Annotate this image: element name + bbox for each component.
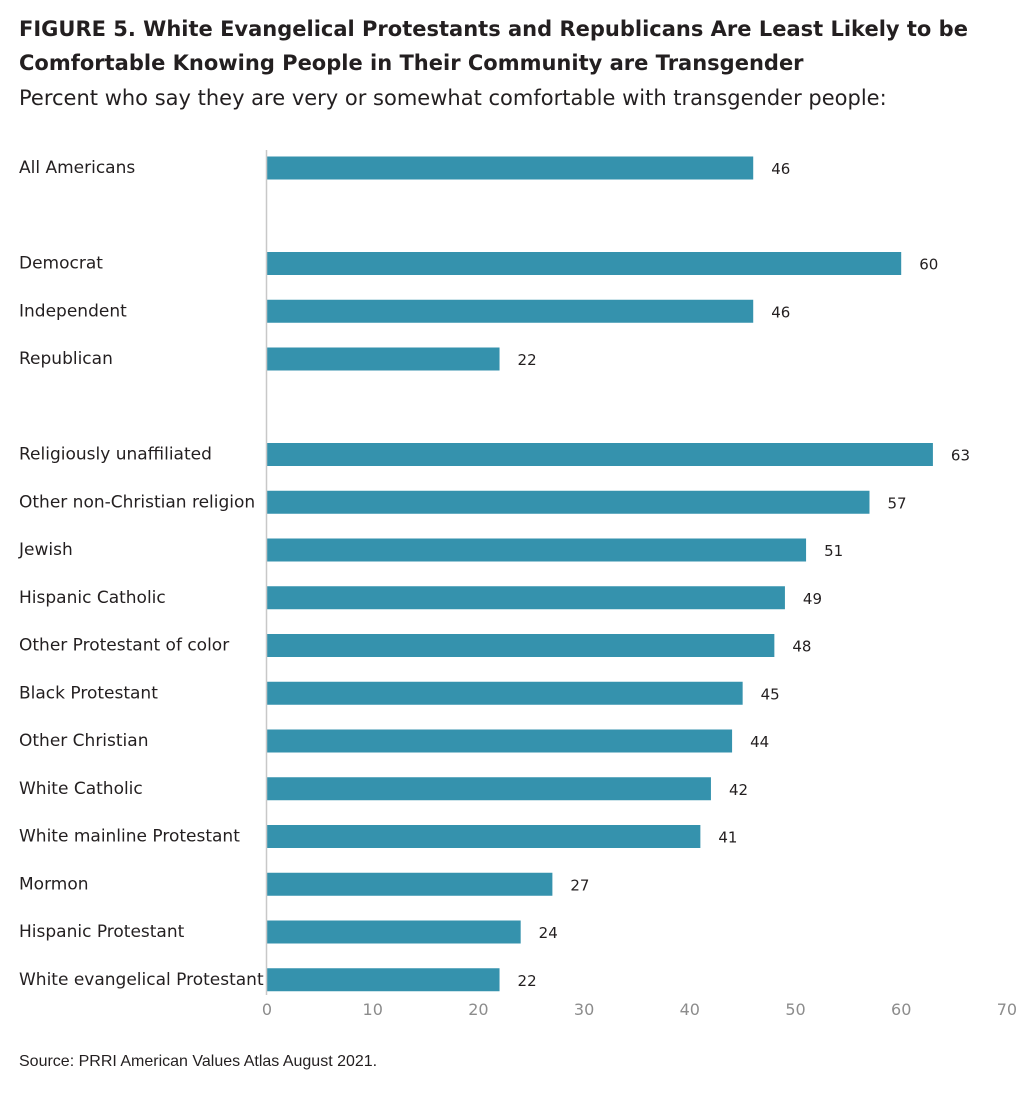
category-label-other-protestant-of-color: Other Protestant of color <box>19 636 229 656</box>
x-tick-label-0: 0 <box>262 1000 272 1019</box>
value-label-other-christian: 44 <box>750 733 769 751</box>
x-tick-label-40: 40 <box>680 1000 700 1019</box>
bar-black-protestant <box>267 681 743 705</box>
value-label-mormon: 27 <box>570 876 589 894</box>
category-label-other-christian: Other Christian <box>19 731 148 751</box>
category-label-hispanic-catholic: Hispanic Catholic <box>19 588 166 608</box>
category-label-other-non-christian-religion: Other non-Christian religion <box>19 492 255 512</box>
value-label-other-protestant-of-color: 48 <box>792 638 811 656</box>
x-tick-label-30: 30 <box>574 1000 594 1019</box>
category-label-religiously-unaffiliated: Religiously unaffiliated <box>19 445 212 465</box>
value-label-white-evangelical-protestant: 22 <box>518 972 537 990</box>
bars-layer <box>267 156 933 992</box>
bar-republican <box>267 347 500 371</box>
value-labels-layer: 46 60 46 22 63 57 51 49 48 45 44 42 41 27 24 22 <box>518 160 970 990</box>
category-label-white-evangelical-protestant: White evangelical Protestant <box>19 970 264 990</box>
source-note: Source: PRRI American Values Atlas Augus… <box>19 1053 378 1070</box>
value-label-independent: 46 <box>771 303 790 321</box>
chart-title: FIGURE 5. White Evangelical Protestants … <box>19 17 968 75</box>
category-label-jewish: Jewish <box>18 540 73 560</box>
bar-white-evangelical-protestant <box>267 968 500 992</box>
value-label-hispanic-protestant: 24 <box>539 924 558 942</box>
category-label-hispanic-protestant: Hispanic Protestant <box>19 922 185 942</box>
value-label-other-non-christian-religion: 57 <box>887 494 906 512</box>
category-label-independent: Independent <box>19 301 127 321</box>
value-label-white-mainline-protestant: 41 <box>718 829 737 847</box>
value-label-religiously-unaffiliated: 63 <box>951 447 970 465</box>
category-label-all-americans: All Americans <box>19 158 135 178</box>
category-label-democrat: Democrat <box>19 254 103 274</box>
category-label-mormon: Mormon <box>19 874 89 894</box>
bar-white-catholic <box>267 777 711 801</box>
value-label-black-protestant: 45 <box>761 685 780 703</box>
chart-subtitle: Percent who say they are very or somewha… <box>19 86 887 110</box>
x-tick-label-70: 70 <box>997 1000 1017 1019</box>
value-label-democrat: 60 <box>919 256 938 274</box>
bar-independent <box>267 299 754 323</box>
bar-other-christian <box>267 729 733 753</box>
bar-religiously-unaffiliated <box>267 443 933 466</box>
bar-democrat <box>267 252 902 275</box>
category-label-white-catholic: White Catholic <box>19 779 143 799</box>
category-labels-layer: All Americans Democrat Independent Republic… <box>18 158 264 990</box>
bar-mormon <box>267 872 553 896</box>
category-label-white-mainline-protestant: White mainline Protestant <box>19 827 240 847</box>
x-tick-label-50: 50 <box>785 1000 805 1019</box>
x-tick-label-10: 10 <box>363 1000 383 1019</box>
value-label-white-catholic: 42 <box>729 781 748 799</box>
bar-hispanic-catholic <box>267 586 785 610</box>
category-label-black-protestant: Black Protestant <box>19 683 158 703</box>
value-label-jewish: 51 <box>824 542 843 560</box>
value-label-hispanic-catholic: 49 <box>803 590 822 608</box>
x-axis-ticks-layer: 0 10 20 30 40 50 60 70 <box>262 1000 1017 1019</box>
bar-jewish <box>267 538 807 562</box>
bar-other-protestant-of-color <box>267 634 775 657</box>
value-label-all-americans: 46 <box>771 160 790 178</box>
bar-white-mainline-protestant <box>267 825 701 848</box>
x-tick-label-60: 60 <box>891 1000 911 1019</box>
bar-hispanic-protestant <box>267 920 521 944</box>
category-label-republican: Republican <box>19 349 113 369</box>
bar-other-non-christian-religion <box>267 490 870 514</box>
x-tick-label-20: 20 <box>468 1000 488 1019</box>
bar-all-americans <box>267 156 754 180</box>
value-label-republican: 22 <box>518 351 537 369</box>
